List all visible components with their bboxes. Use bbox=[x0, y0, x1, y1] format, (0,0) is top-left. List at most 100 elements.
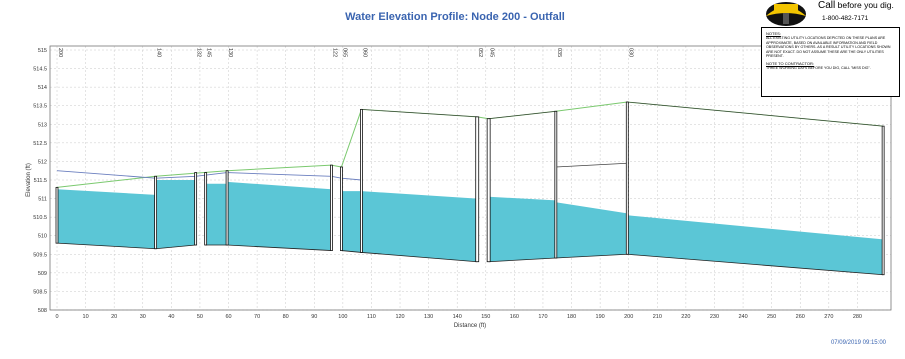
manhole bbox=[330, 164, 333, 251]
rim-connector bbox=[627, 101, 884, 127]
y-tick-label: 509 bbox=[38, 271, 47, 277]
x-tick-label: 220 bbox=[681, 314, 690, 320]
hgl-line-downstream bbox=[555, 162, 628, 168]
manhole bbox=[55, 187, 59, 244]
node-label: 140 bbox=[156, 48, 162, 57]
pipe-invert bbox=[488, 257, 556, 263]
water-area bbox=[555, 202, 628, 258]
y-tick-label: 508.5 bbox=[33, 289, 47, 295]
notes-text: All existing utility locations depicted … bbox=[766, 36, 891, 59]
pipe-invert bbox=[361, 252, 478, 263]
node-label: 060 bbox=[361, 48, 367, 57]
notes-heading: NOTES: bbox=[766, 31, 781, 36]
y-tick-label: 513.5 bbox=[33, 104, 47, 110]
y-tick-label: 513 bbox=[38, 122, 47, 128]
manhole bbox=[475, 116, 480, 263]
y-tick-label: 511.5 bbox=[34, 178, 47, 184]
node-label: 035 bbox=[556, 48, 562, 57]
manhole bbox=[486, 118, 491, 263]
node-label: 200 bbox=[57, 48, 63, 57]
miss-dig-logo: Call before you dig. 1-800-482-7171 bbox=[760, 0, 900, 26]
manhole bbox=[881, 125, 885, 276]
pipe-invert bbox=[341, 250, 362, 253]
notes-box: NOTES: All existing utility locations de… bbox=[761, 27, 900, 97]
phone-number: 1-800-482-7171 bbox=[822, 15, 869, 22]
y-tick-label: 514 bbox=[38, 85, 47, 91]
manhole bbox=[225, 170, 229, 246]
water-area bbox=[361, 191, 478, 262]
chart-title: Water Elevation Profile: Node 200 - Outf… bbox=[345, 11, 565, 23]
x-tick-label: 200 bbox=[624, 314, 633, 320]
x-tick-label: 280 bbox=[853, 314, 862, 320]
pipe-invert bbox=[227, 244, 332, 251]
manhole bbox=[360, 109, 363, 253]
ground-line bbox=[56, 101, 884, 188]
x-tick-label: 80 bbox=[283, 314, 289, 320]
y-tick-label: 515 bbox=[38, 48, 47, 54]
x-tick-label: 90 bbox=[311, 314, 317, 320]
manhole bbox=[154, 175, 158, 250]
pipe-invert bbox=[555, 253, 628, 259]
water-area bbox=[627, 215, 884, 275]
y-tick-label: 514.5 bbox=[33, 67, 47, 73]
x-tick-label: 150 bbox=[481, 314, 490, 320]
y-tick-label: 510 bbox=[38, 234, 47, 240]
contractor-heading: NOTE TO CONTRACTOR: bbox=[766, 60, 815, 66]
water-area bbox=[57, 189, 156, 249]
x-tick-label: 40 bbox=[168, 314, 174, 320]
x-tick-label: 270 bbox=[824, 314, 833, 320]
y-tick-label: 510.5 bbox=[33, 215, 47, 221]
manhole bbox=[204, 172, 208, 246]
y-tick-label: 512 bbox=[38, 159, 47, 165]
water-area bbox=[488, 196, 556, 262]
call-text: Call before you dig. bbox=[818, 0, 894, 11]
water-area bbox=[227, 181, 332, 251]
x-tick-label: 240 bbox=[738, 314, 747, 320]
water-area bbox=[341, 191, 362, 253]
pipe-invert bbox=[56, 242, 156, 250]
pipe-outlines bbox=[56, 242, 884, 276]
miss-dig-emblem bbox=[766, 2, 806, 26]
timestamp: 07/09/2019 09:15:00 bbox=[831, 340, 887, 346]
ground-lines bbox=[56, 101, 884, 188]
y-tick-label: 508 bbox=[38, 308, 47, 314]
node-label: 145 bbox=[206, 48, 212, 57]
node-label: 045 bbox=[489, 48, 495, 57]
node-label: 052 bbox=[477, 48, 483, 57]
x-tick-label: 10 bbox=[83, 314, 89, 320]
node-label: 122 bbox=[331, 48, 337, 57]
x-tick-label: 120 bbox=[395, 314, 404, 320]
x-tick-label: 130 bbox=[424, 314, 433, 320]
water-area bbox=[205, 183, 228, 245]
water-area bbox=[155, 180, 196, 249]
manhole bbox=[625, 101, 629, 255]
manholes: 200 140 132 145 130 122 065 060 052 045 035 030 bbox=[55, 48, 885, 276]
x-axis-label: Distance (ft) bbox=[454, 323, 486, 329]
x-tick-label: 160 bbox=[510, 314, 519, 320]
y-tick-label: 512.5 bbox=[33, 141, 47, 147]
y-axis-label: Elevation (ft) bbox=[26, 163, 32, 197]
x-tick-label: 50 bbox=[197, 314, 203, 320]
water-areas bbox=[57, 180, 884, 275]
y-tick-label: 509.5 bbox=[33, 252, 47, 258]
y-tick-label: 511 bbox=[38, 197, 47, 203]
manhole bbox=[554, 110, 558, 259]
x-tick-label: 20 bbox=[111, 314, 117, 320]
manhole bbox=[340, 166, 343, 251]
x-tick-label: 260 bbox=[796, 314, 805, 320]
node-label: 065 bbox=[341, 48, 347, 57]
pipe-invert bbox=[155, 244, 196, 250]
x-tick-label: 30 bbox=[140, 314, 146, 320]
x-tick-label: 250 bbox=[767, 314, 776, 320]
x-tick-label: 60 bbox=[225, 314, 231, 320]
rim-connector bbox=[361, 109, 478, 118]
node-label: 132 bbox=[196, 48, 202, 57]
contractor-text: Three working days before you dig, call … bbox=[766, 65, 871, 70]
x-tick-label: 190 bbox=[596, 314, 605, 320]
x-tick-label: 110 bbox=[367, 314, 376, 320]
x-tick-label: 230 bbox=[710, 314, 719, 320]
node-label: 030 bbox=[627, 48, 633, 57]
x-tick-label: 0 bbox=[55, 314, 58, 320]
x-tick-label: 140 bbox=[453, 314, 462, 320]
